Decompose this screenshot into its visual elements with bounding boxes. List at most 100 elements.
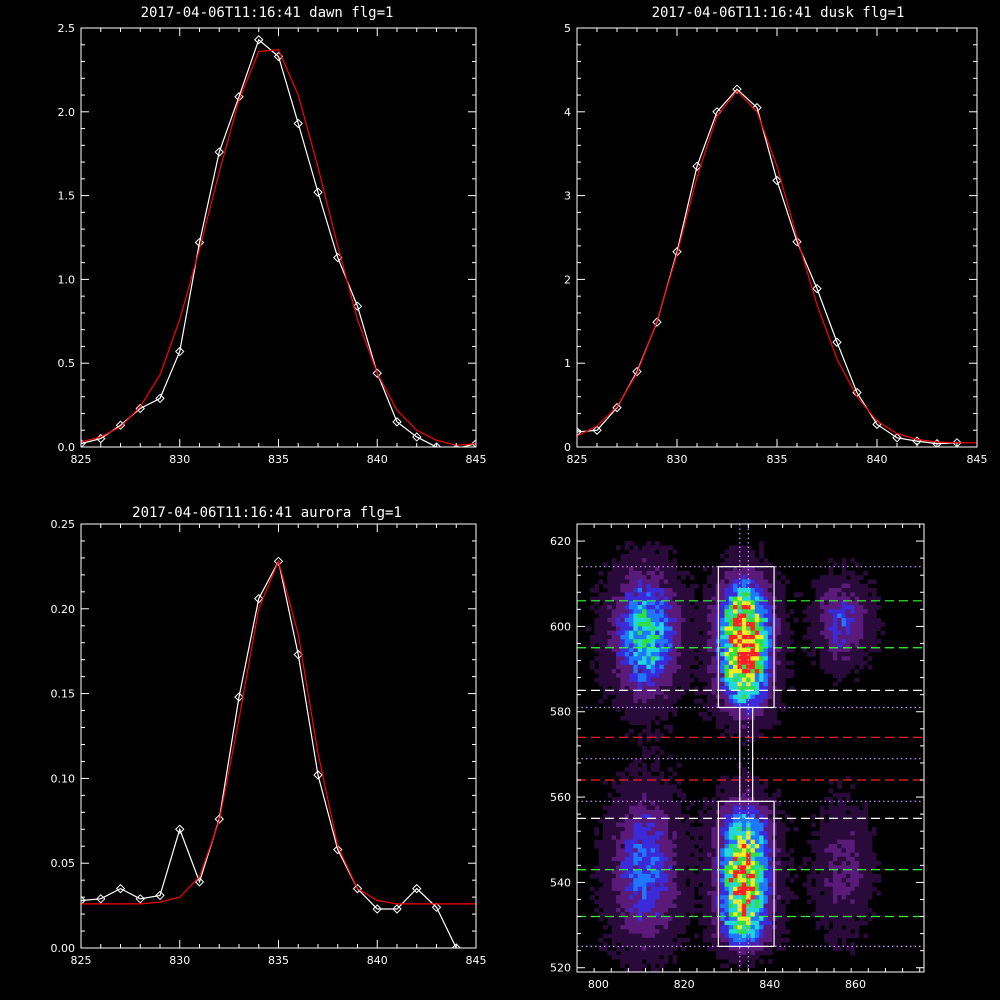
- heatmap-cell: [741, 630, 747, 636]
- heatmap-cell: [763, 639, 769, 644]
- heatmap-cell: [759, 562, 764, 568]
- heatmap-cell: [724, 609, 730, 614]
- heatmap-cell: [629, 844, 634, 849]
- heatmap-cell: [676, 856, 682, 862]
- heatmap-cell: [629, 954, 634, 960]
- heatmap-cell: [754, 788, 760, 794]
- heatmap-cell: [672, 549, 678, 555]
- heatmap-cell: [698, 865, 704, 870]
- heatmap-cell: [689, 899, 695, 905]
- heatmap-cell: [611, 954, 617, 960]
- heatmap-cell: [841, 890, 847, 896]
- heatmap-cell: [854, 639, 860, 644]
- heatmap-cell: [659, 959, 665, 964]
- heatmap-cell: [598, 626, 604, 632]
- heatmap-cell: [594, 639, 600, 644]
- heatmap-cell: [733, 861, 738, 866]
- heatmap-cell: [720, 660, 725, 666]
- heatmap-cell: [841, 558, 847, 563]
- heatmap-cell: [624, 865, 630, 870]
- heatmap-cell: [754, 912, 760, 917]
- heatmap-cell: [750, 622, 756, 627]
- heatmap-cell: [776, 788, 782, 794]
- heatmap-cell: [750, 908, 756, 913]
- heatmap-cell: [819, 831, 825, 836]
- heatmap-cell: [637, 890, 643, 896]
- heatmap-cell: [871, 643, 877, 649]
- heatmap-cell: [841, 570, 847, 576]
- heatmap-cell: [620, 673, 626, 678]
- heatmap-cell: [850, 605, 856, 610]
- heatmap-cell: [819, 899, 825, 905]
- heatmap-cell: [633, 690, 639, 696]
- heatmap-cell: [720, 903, 725, 909]
- heatmap-cell: [633, 716, 639, 721]
- heatmap-cell: [707, 707, 712, 713]
- heatmap-cell: [663, 959, 669, 964]
- heatmap-cell: [672, 664, 678, 670]
- heatmap-cell: [594, 831, 600, 836]
- heatmap-cell: [668, 656, 673, 661]
- heatmap-cell: [828, 647, 834, 653]
- heatmap-cell: [694, 652, 699, 657]
- heatmap-cell: [711, 873, 717, 879]
- heatmap-cell: [815, 878, 821, 883]
- heatmap-cell: [646, 937, 652, 943]
- heatmap-cell: [819, 856, 825, 862]
- heatmap-cell: [733, 617, 738, 623]
- heatmap-cell: [850, 818, 856, 824]
- heatmap-cell: [867, 908, 873, 913]
- heatmap-cell: [637, 826, 643, 832]
- heatmap-cell: [850, 865, 856, 870]
- heatmap-cell: [806, 890, 812, 896]
- heatmap-cell: [759, 588, 764, 593]
- heatmap-cell: [802, 882, 808, 888]
- heatmap-cell: [828, 660, 834, 666]
- heatmap-cell: [746, 925, 751, 930]
- heatmap-cell: [611, 596, 617, 602]
- heatmap-cell: [711, 797, 717, 802]
- heatmap-cell: [863, 617, 869, 623]
- heatmap-cell: [655, 835, 660, 841]
- heatmap-cell: [603, 852, 608, 858]
- heatmap-cell: [850, 570, 856, 576]
- heatmap-cell: [850, 600, 856, 606]
- heatmap-cell: [603, 592, 608, 597]
- heatmap-cell: [598, 856, 604, 862]
- heatmap-cell: [659, 844, 665, 849]
- heatmap-cell: [724, 925, 730, 930]
- heatmap-cell: [629, 788, 634, 794]
- heatmap-cell: [603, 869, 608, 875]
- heatmap-cell: [607, 852, 613, 858]
- heatmap-cell: [746, 865, 751, 870]
- heatmap-cell: [650, 967, 656, 972]
- heatmap-cell: [711, 630, 717, 636]
- heatmap-cell: [698, 818, 704, 824]
- heatmap-cell: [724, 908, 730, 913]
- heatmap-cell: [867, 600, 873, 606]
- heatmap-cell: [650, 809, 656, 815]
- heatmap-cell: [655, 805, 660, 811]
- heatmap-cell: [776, 698, 782, 704]
- heatmap-cell: [655, 780, 660, 785]
- heatmap-cell: [759, 579, 764, 585]
- heatmap-cell: [824, 937, 829, 943]
- heatmap-cell: [676, 869, 682, 875]
- heatmap-cell: [642, 920, 647, 926]
- heatmap-cell: [750, 890, 756, 896]
- heatmap-cell: [694, 826, 699, 832]
- heatmap-cell: [819, 575, 825, 580]
- heatmap-cell: [737, 818, 743, 824]
- heatmap-cell: [672, 890, 678, 896]
- heatmap-cell: [698, 647, 704, 653]
- heatmap-cell: [603, 617, 608, 623]
- heatmap-cell: [841, 792, 847, 798]
- heatmap-cell: [655, 784, 660, 789]
- heatmap-cell: [676, 912, 682, 917]
- heatmap-cell: [616, 920, 621, 926]
- heatmap-cell: [672, 579, 678, 585]
- heatmap-cell: [646, 681, 652, 687]
- heatmap-cell: [806, 856, 812, 862]
- heatmap-cell: [603, 899, 608, 905]
- heatmap-cell: [728, 946, 734, 952]
